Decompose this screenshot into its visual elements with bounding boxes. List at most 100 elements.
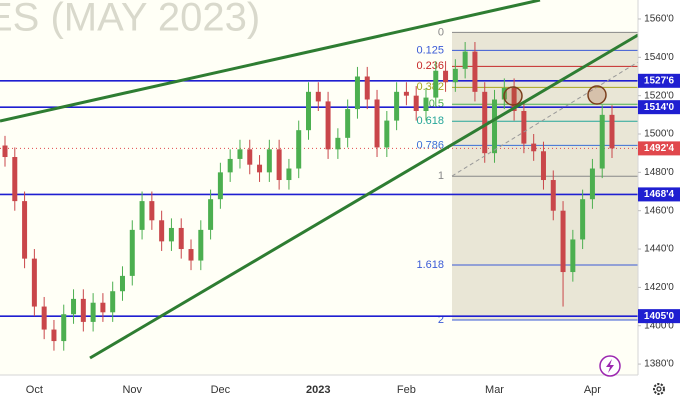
candle-body — [550, 180, 556, 211]
candle-body — [511, 87, 517, 112]
y-tick-label: 1420'0 — [644, 282, 674, 293]
candle-body — [296, 130, 302, 169]
candle-body — [266, 149, 272, 173]
time-axis — [0, 375, 638, 403]
candle-body — [90, 302, 96, 322]
candle-body — [315, 91, 321, 102]
gear-icon[interactable] — [653, 383, 665, 395]
candle-body — [247, 149, 253, 165]
candle-body — [413, 95, 419, 112]
candle-body — [217, 172, 223, 200]
y-tick-label: 1480'0 — [644, 167, 674, 178]
candle-body — [452, 68, 458, 83]
x-tick-label: Mar — [485, 384, 504, 396]
watermark-title: ES (MAY 2023) — [0, 0, 260, 40]
candle-body — [286, 168, 292, 181]
x-tick-label: Feb — [397, 384, 416, 396]
y-tick-label: 1500'0 — [644, 129, 674, 140]
candle-body — [31, 258, 37, 307]
fib-level-label: 0 — [438, 26, 444, 38]
candle-body — [482, 91, 488, 154]
lightning-button[interactable] — [599, 355, 621, 377]
y-tick-label: 1540'0 — [644, 52, 674, 63]
candle-body — [178, 227, 184, 250]
level-label-box — [638, 187, 680, 202]
candle-body — [443, 70, 449, 83]
candle-body — [580, 199, 586, 240]
y-tick-label: 1560'0 — [644, 14, 674, 25]
fib-trend-line — [451, 61, 639, 177]
candle-body — [492, 99, 498, 154]
x-tick-label: 2023 — [306, 384, 330, 396]
candle-body — [129, 229, 135, 276]
candle-body — [472, 51, 478, 92]
fib-level-label: 1.618 — [416, 259, 444, 271]
candle-body — [560, 210, 566, 273]
candle-body — [354, 76, 360, 110]
trend-line — [0, 0, 541, 123]
y-tick-label: 1440'0 — [644, 244, 674, 255]
level-label-box — [638, 73, 680, 88]
candle-body — [599, 114, 605, 169]
level-label: 1405'0 — [644, 311, 675, 322]
candle-body — [61, 314, 67, 342]
gear-center[interactable] — [656, 386, 662, 392]
candle-body — [462, 51, 468, 69]
candle-body — [345, 109, 351, 138]
price-axis — [638, 0, 680, 403]
candle-body — [384, 120, 390, 148]
level-label: 1514'0 — [644, 102, 675, 113]
settings-button[interactable] — [653, 383, 665, 395]
candle-body — [374, 99, 380, 148]
x-tick-label: Oct — [26, 384, 43, 396]
fib-level-label: 0.382 — [416, 81, 444, 93]
candle-body — [335, 137, 341, 150]
candle-body — [540, 151, 546, 181]
fib-level-label: 0.236 — [416, 60, 444, 72]
candle-body — [227, 158, 233, 173]
level-label-box — [638, 100, 680, 115]
y-tick-label: 1520'0 — [644, 90, 674, 101]
candle-body — [257, 164, 263, 173]
fib-level-label: 1 — [438, 170, 444, 182]
candle-body — [110, 291, 116, 313]
candle-body — [188, 249, 194, 261]
y-tick-label: 1460'0 — [644, 205, 674, 216]
candle-body — [570, 239, 576, 273]
lightning-icon[interactable] — [606, 359, 614, 373]
candle-body — [100, 302, 106, 313]
candle-body — [168, 227, 174, 242]
y-tick-label: 1380'0 — [644, 359, 674, 370]
x-tick-label: Nov — [122, 384, 142, 396]
candle-body — [71, 298, 77, 315]
candle-body — [2, 145, 8, 158]
candle-body — [306, 91, 311, 131]
candle-body — [139, 201, 145, 230]
fib-level-label: 0.5 — [429, 98, 444, 110]
candle-body — [423, 97, 429, 112]
candle-body — [589, 168, 595, 200]
candle-body — [531, 143, 537, 152]
last-price-box — [638, 141, 680, 156]
candle-body — [325, 101, 331, 150]
candle-body — [41, 306, 47, 330]
x-tick-label: Apr — [584, 384, 601, 396]
candle-body — [433, 70, 439, 98]
fib-level-label: 0.125 — [416, 44, 444, 56]
candle-body — [364, 76, 370, 100]
candle-body — [394, 91, 400, 121]
highlight-circle — [587, 85, 607, 105]
fib-level-label: 2 — [438, 314, 444, 326]
candle-body — [276, 149, 282, 181]
x-tick-label: Dec — [211, 384, 231, 396]
last-price-label: 1492'4 — [644, 143, 675, 154]
candle-body — [22, 201, 28, 259]
y-tick-label: 1400'0 — [644, 320, 674, 331]
candle-body — [119, 275, 125, 292]
level-label: 1468'4 — [644, 189, 675, 200]
level-label-box — [638, 309, 680, 324]
trend-line — [89, 33, 639, 360]
highlight-circle — [503, 86, 523, 106]
